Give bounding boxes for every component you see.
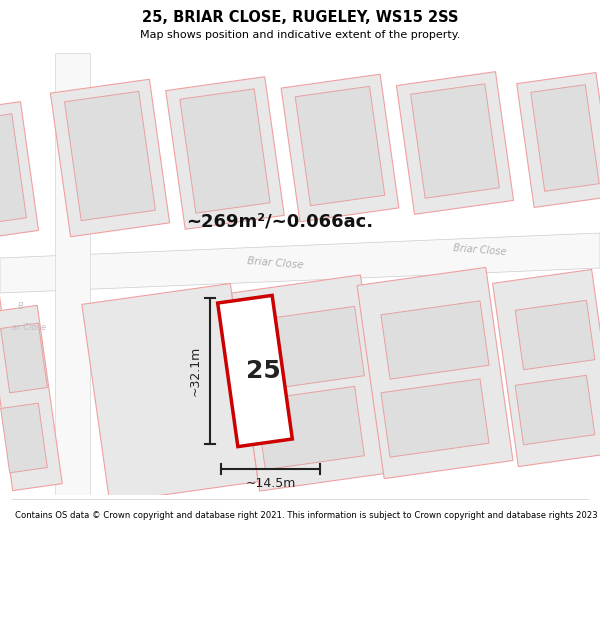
Polygon shape [180,89,270,213]
Text: ~14.5m: ~14.5m [245,477,296,489]
Polygon shape [381,379,489,457]
Polygon shape [232,275,388,491]
Polygon shape [515,300,595,370]
Text: ~32.1m: ~32.1m [189,346,202,396]
Polygon shape [1,403,47,473]
Polygon shape [0,294,10,382]
Polygon shape [256,306,364,389]
Polygon shape [166,77,284,229]
Text: Contains OS data © Crown copyright and database right 2021. This information is : Contains OS data © Crown copyright and d… [15,511,600,519]
Text: 25, BRIAR CLOSE, RUGELEY, WS15 2SS: 25, BRIAR CLOSE, RUGELEY, WS15 2SS [142,9,458,24]
Polygon shape [82,284,258,502]
Text: ~269m²/~0.066ac.: ~269m²/~0.066ac. [187,212,374,230]
Polygon shape [493,269,600,466]
Polygon shape [397,72,514,214]
Text: ar Close: ar Close [12,323,46,332]
Polygon shape [281,74,399,222]
Polygon shape [0,114,26,228]
Polygon shape [218,296,292,447]
Text: Map shows position and indicative extent of the property.: Map shows position and indicative extent… [140,30,460,40]
Polygon shape [0,233,600,293]
Polygon shape [0,102,38,244]
Polygon shape [256,386,364,469]
Polygon shape [50,79,170,237]
Polygon shape [357,268,513,479]
Polygon shape [515,375,595,445]
Polygon shape [531,84,599,191]
Text: Briar Close: Briar Close [453,243,507,257]
Polygon shape [410,84,499,198]
Polygon shape [55,53,90,495]
Polygon shape [0,306,62,491]
Polygon shape [295,86,385,206]
Polygon shape [517,72,600,208]
Text: 25: 25 [245,359,280,383]
Polygon shape [381,301,489,379]
Text: Briar Close: Briar Close [247,256,304,270]
Polygon shape [1,323,47,393]
Text: B: B [18,302,24,311]
Polygon shape [65,91,155,221]
